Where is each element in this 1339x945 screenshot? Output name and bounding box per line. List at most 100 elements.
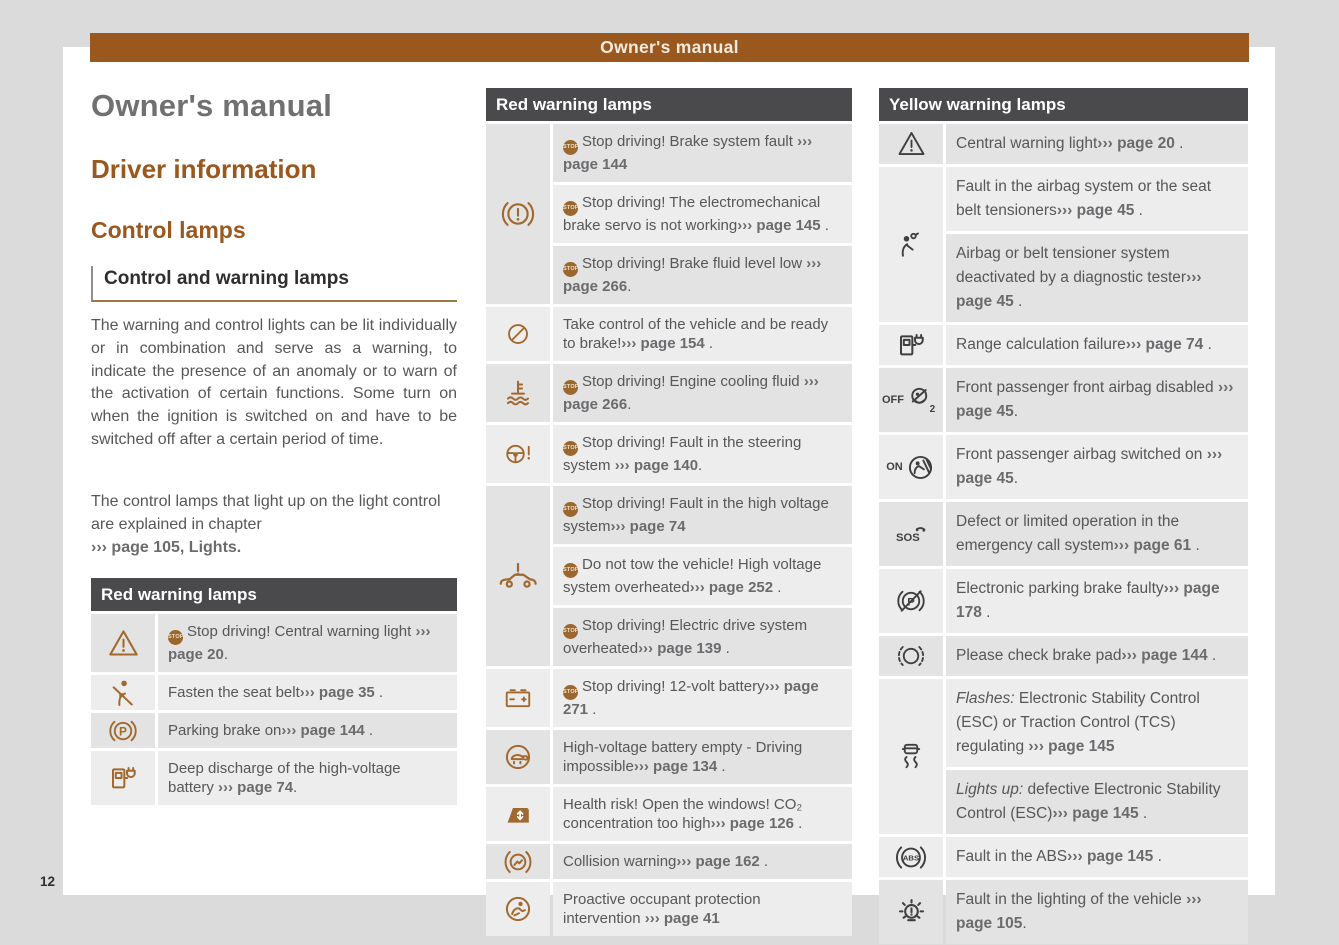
red-warning-lamps-table-small: Red warning lamps STOP Stop driving! Cent… — [91, 578, 457, 805]
header-bar: Owner's manual — [90, 33, 1249, 62]
lamp-description: STOP Stop driving! Engine cooling fluid ›… — [553, 364, 852, 422]
lamp-description: Fault in the lighting of the vehicle ›››… — [946, 880, 1248, 944]
icon-label: ON — [886, 461, 903, 473]
brake-system-warning-icon — [486, 124, 550, 304]
lamp-description: Parking brake on››› page 144 . — [158, 713, 457, 748]
table-header: Red warning lamps — [486, 88, 852, 121]
stop-badge: STOP — [563, 502, 578, 517]
lamp-description: Defect or limited operation in the emerg… — [946, 502, 1248, 566]
condition-label: Lights up: — [956, 781, 1024, 798]
page-reference-link[interactable]: ››› page 266 — [563, 255, 822, 295]
page-reference-link[interactable]: ››› page 154 — [621, 335, 705, 352]
hv-battery-discharge-icon — [91, 751, 155, 805]
lamp-description: Please check brake pad››› page 144 . — [946, 636, 1248, 676]
page-reference-link[interactable]: ››› page 105, Lights. — [91, 538, 242, 556]
lamp-description: Collision warning››› page 162 . — [553, 844, 852, 879]
page-reference-link[interactable]: ››› page 266 — [563, 373, 819, 413]
sos-icon: SOS — [879, 502, 943, 566]
steering-fault-icon — [486, 425, 550, 483]
page-reference-link[interactable]: ››› page 144 — [1121, 647, 1208, 664]
lamp-description: STOP Stop driving! Brake fluid level low … — [553, 246, 852, 304]
page-reference-link[interactable]: ››› page 20 — [1097, 135, 1175, 152]
lamp-description: Front passenger airbag switched on ››› p… — [946, 435, 1248, 499]
header-title: Owner's manual — [600, 37, 739, 57]
table-header: Yellow warning lamps — [879, 88, 1248, 121]
left-column: Owner's manual Driver information Contro… — [91, 47, 457, 895]
page-reference-link[interactable]: ››› page 252 — [689, 579, 774, 596]
lamp-description: STOP Stop driving! Central warning light … — [158, 614, 457, 672]
lighting-fault-icon — [879, 880, 943, 944]
page-reference-link[interactable]: ››› page 145 — [737, 217, 821, 234]
engine-coolant-icon — [486, 364, 550, 422]
lamp-description: Fault in the ABS››› page 145 . — [946, 837, 1248, 877]
co2-window-icon — [486, 787, 550, 841]
passenger-airbag-on-icon: ON — [879, 435, 943, 499]
page-reference-link[interactable]: ››› page 20 — [168, 623, 431, 663]
lamp-description: Airbag or belt tensioner system deactiva… — [946, 234, 1248, 322]
table-header: Red warning lamps — [91, 578, 457, 611]
icon-label: OFF — [882, 394, 904, 406]
table-body: STOP Stop driving! Brake system fault ›››… — [486, 124, 852, 936]
stop-badge: STOP — [563, 380, 578, 395]
page-reference-link[interactable]: ››› page 35 — [299, 684, 375, 701]
lamp-description: Health risk! Open the windows! CO₂ conce… — [553, 787, 852, 841]
lamp-description: Proactive occupant protection interventi… — [553, 882, 852, 936]
page-reference-link[interactable]: ››› page 145 — [1067, 848, 1154, 865]
parking-brake-fault-icon: P — [879, 569, 943, 633]
stop-badge: STOP — [563, 441, 578, 456]
lamp-description: Front passenger front airbag disabled ››… — [946, 368, 1248, 432]
passenger-airbag-off-icon: OFF 2 — [879, 368, 943, 432]
page-number: 12 — [40, 874, 56, 889]
warning-triangle-icon — [91, 614, 155, 672]
lamp-description: STOP Stop driving! Brake system fault ›››… — [553, 124, 852, 182]
page-reference-link[interactable]: ››› page 45 — [956, 446, 1223, 487]
subsection-heading: Control and warning lamps — [91, 266, 457, 302]
stop-badge: STOP — [563, 262, 578, 277]
page-reference-link[interactable]: ››› page 41 — [644, 910, 720, 927]
seat-belt-icon — [91, 675, 155, 710]
condition-label: Flashes: — [956, 690, 1015, 707]
stop-badge: STOP — [563, 624, 578, 639]
stop-badge: STOP — [563, 201, 578, 216]
lamp-description: Central warning light››› page 20 . — [946, 124, 1248, 164]
red-warning-lamps-table-main: Red warning lamps STOP Stop driving! Brak… — [486, 88, 852, 936]
page-reference-link[interactable]: ››› page 144 — [563, 133, 813, 173]
svg-text:2: 2 — [930, 404, 936, 415]
page-reference-link[interactable]: ››› page 105 — [956, 891, 1202, 932]
occupant-protection-icon — [486, 882, 550, 936]
page-reference-link[interactable]: ››› page 144 — [281, 722, 365, 739]
airbag-fault-icon — [879, 167, 943, 322]
page-reference-link[interactable]: ››› page 126 — [710, 815, 794, 832]
acc-takeover-icon — [486, 307, 550, 361]
page-reference-link[interactable]: ››› page 61 — [1113, 537, 1192, 554]
page-reference-link[interactable]: ››› page 45 — [1056, 202, 1135, 219]
lamp-description: Lights up: defective Electronic Stabilit… — [946, 770, 1248, 834]
page-reference-link[interactable]: ››› page 145 — [1052, 805, 1139, 822]
lamp-description: Range calculation failure››› page 74 . — [946, 325, 1248, 365]
page-reference-link[interactable]: ››› page 74 — [218, 779, 294, 796]
svg-text:ABS: ABS — [903, 853, 919, 862]
stop-badge: STOP — [168, 630, 183, 645]
page-reference-link[interactable]: ››› page 45 — [956, 379, 1234, 420]
paragraph-text: The control lamps that light up on the l… — [91, 493, 441, 533]
page-reference-link[interactable]: ››› page 74 — [1125, 336, 1204, 353]
lamp-description: Fasten the seat belt››› page 35 . — [158, 675, 457, 710]
page-reference-link[interactable]: ››› page 45 — [956, 269, 1202, 310]
page-reference-link[interactable]: ››› page 271 — [563, 678, 819, 718]
turtle-icon — [486, 730, 550, 784]
lamp-description: Take control of the vehicle and be ready… — [553, 307, 852, 361]
page-reference-link[interactable]: ››› page 74 — [610, 518, 686, 535]
page-reference-link[interactable]: ››› page 145 — [1028, 738, 1115, 755]
stop-badge: STOP — [563, 685, 578, 700]
esc-icon — [879, 679, 943, 834]
lamp-description: STOP Stop driving! Electric drive system … — [553, 608, 852, 666]
manual-page: Owner's manual Driver information Contro… — [63, 47, 1275, 944]
collision-warning-icon — [486, 844, 550, 879]
page-reference-link[interactable]: ››› page 162 — [676, 853, 760, 870]
stop-badge: STOP — [563, 563, 578, 578]
page-reference-link[interactable]: ››› page 139 — [638, 640, 722, 657]
page-reference-link[interactable]: ››› page 134 — [633, 758, 718, 775]
page-reference-link[interactable]: ››› page 178 — [956, 580, 1220, 621]
svg-text:SOS: SOS — [896, 532, 920, 544]
page-reference-link[interactable]: ››› page 140 — [614, 457, 699, 474]
